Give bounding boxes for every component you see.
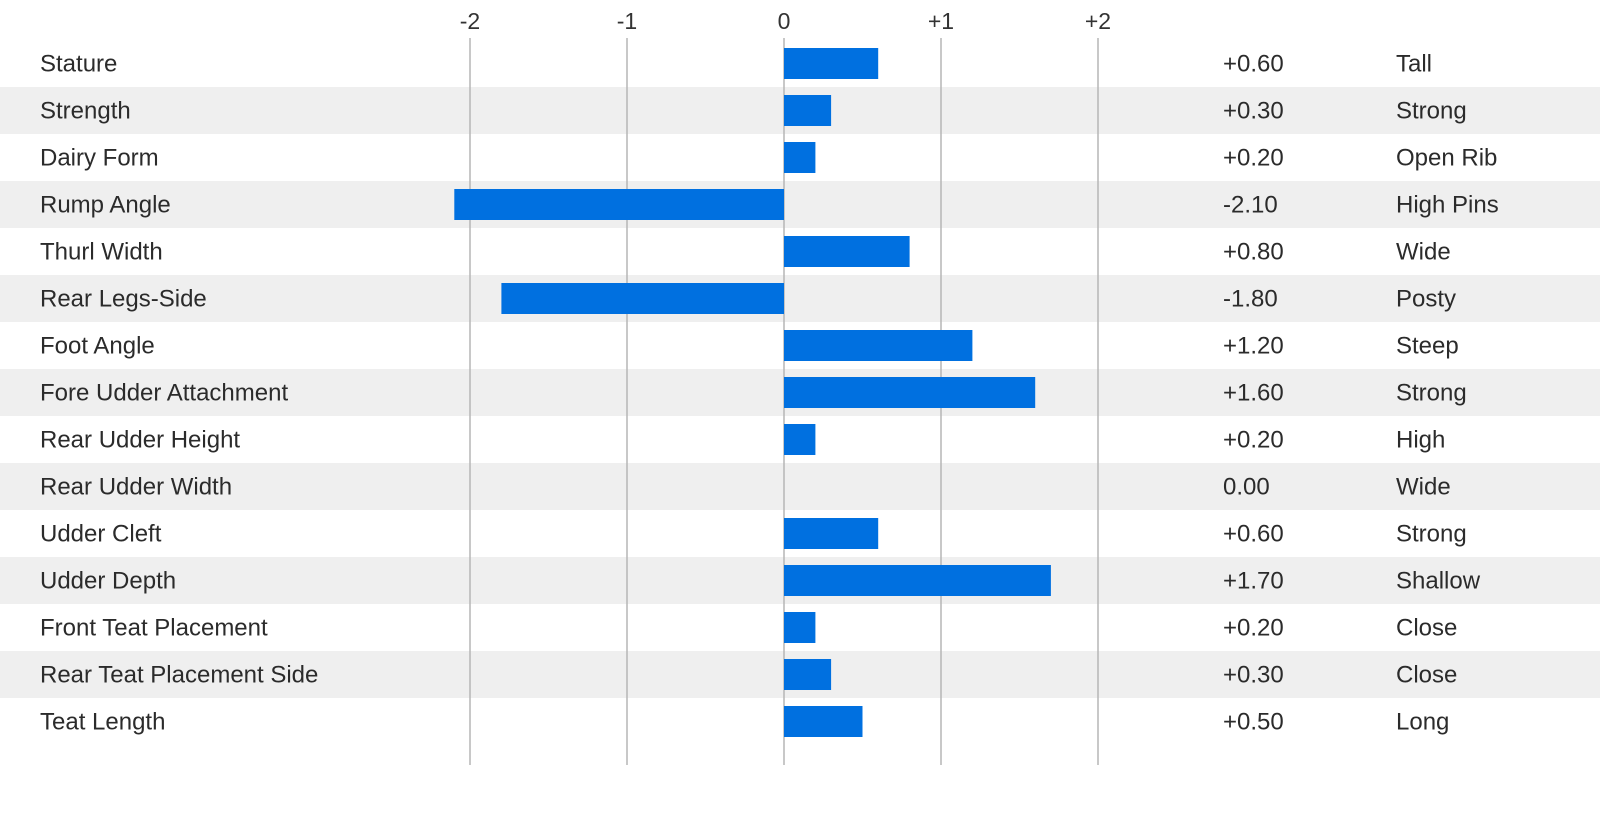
descriptor-label: Strong [1396,521,1467,548]
trait-label: Strength [40,98,131,125]
trait-label: Stature [40,51,117,78]
value-label: +0.20 [1223,615,1284,642]
axis-tick-label: 0 [778,8,791,34]
descriptor-label: High Pins [1396,192,1499,219]
value-label: -2.10 [1223,192,1278,219]
bar [784,236,910,267]
trait-label: Rear Teat Placement Side [40,662,318,689]
bar [784,142,816,173]
bar [784,48,879,79]
bars [454,48,1051,737]
bar [784,377,1036,408]
row-stripe [0,463,1600,510]
bar [784,95,832,126]
axis-tick-label: -1 [617,8,637,34]
descriptor-label: Strong [1396,380,1467,407]
bar [784,612,816,643]
bar [501,283,784,314]
trait-label: Rear Udder Width [40,474,232,501]
value-label: +0.60 [1223,521,1284,548]
descriptor-label: Shallow [1396,568,1481,595]
value-label: +0.30 [1223,662,1284,689]
descriptor-label: Wide [1396,239,1451,266]
trait-label: Dairy Form [40,145,159,172]
value-label: -1.80 [1223,286,1278,313]
descriptor-label: Long [1396,709,1449,736]
value-label: +0.20 [1223,427,1284,454]
trait-label: Thurl Width [40,239,163,266]
row-stripe [0,275,1600,322]
descriptor-label: Close [1396,662,1457,689]
bar [784,518,879,549]
value-label: +1.60 [1223,380,1284,407]
trait-label: Foot Angle [40,333,155,360]
bar [784,424,816,455]
axis-tick-label: +1 [928,8,954,34]
bar [784,706,863,737]
trait-label: Rear Udder Height [40,427,240,454]
value-label: +1.70 [1223,568,1284,595]
descriptor-label: Steep [1396,333,1459,360]
trait-label: Rump Angle [40,192,171,219]
axis-tick-label: +2 [1085,8,1111,34]
value-label: +0.80 [1223,239,1284,266]
trait-label: Rear Legs-Side [40,286,207,313]
value-label: +1.20 [1223,333,1284,360]
bar [784,565,1051,596]
trait-label: Front Teat Placement [40,615,268,642]
row-labels: Stature +0.60 Tall Strength +0.30 Strong Dairy… [40,51,1499,736]
bar [784,330,973,361]
descriptor-label: High [1396,427,1445,454]
descriptor-label: Strong [1396,98,1467,125]
value-label: +0.20 [1223,145,1284,172]
trait-label: Udder Cleft [40,521,162,548]
descriptor-label: Tall [1396,51,1432,78]
value-label: 0.00 [1223,474,1270,501]
value-label: +0.50 [1223,709,1284,736]
descriptor-label: Wide [1396,474,1451,501]
trait-label: Fore Udder Attachment [40,380,288,407]
row-stripe [0,181,1600,228]
descriptor-label: Close [1396,615,1457,642]
value-label: +0.60 [1223,51,1284,78]
trait-label: Teat Length [40,709,165,736]
trait-label: Udder Depth [40,568,176,595]
axis-tick-labels: -2 -1 0 +1 +2 [460,8,1111,34]
descriptor-label: Posty [1396,286,1456,313]
axis-tick-label: -2 [460,8,480,34]
bar [784,659,832,690]
descriptor-label: Open Rib [1396,145,1497,172]
value-label: +0.30 [1223,98,1284,125]
bar [454,189,784,220]
